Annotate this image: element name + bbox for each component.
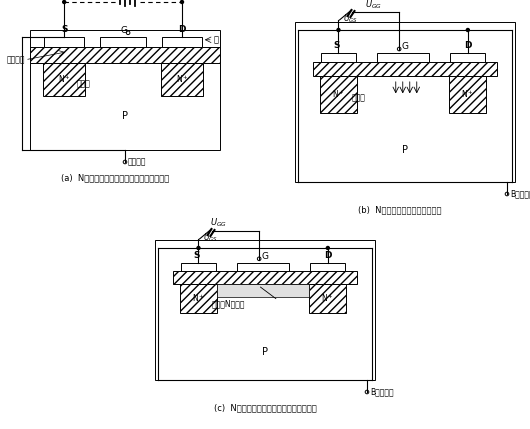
Bar	[321, 53, 356, 62]
Circle shape	[466, 28, 470, 31]
Bar	[100, 37, 146, 47]
Bar	[162, 37, 202, 47]
Bar	[311, 263, 346, 271]
Text: D: D	[324, 251, 332, 260]
Circle shape	[181, 0, 183, 3]
Text: N$^+$: N$^+$	[321, 293, 334, 304]
Text: N$^+$: N$^+$	[175, 74, 188, 85]
Bar	[161, 63, 203, 97]
Bar	[217, 284, 310, 297]
Text: 二氧化硅: 二氧化硅	[6, 55, 25, 64]
Text: G: G	[262, 252, 269, 261]
Bar	[377, 53, 429, 62]
Bar	[449, 76, 487, 113]
Bar	[173, 271, 357, 284]
Bar	[155, 240, 375, 380]
Text: 耗尽层N型沟道: 耗尽层N型沟道	[211, 300, 245, 309]
Bar	[237, 263, 289, 271]
Text: G: G	[402, 42, 409, 51]
Text: N$^+$: N$^+$	[462, 89, 474, 100]
Text: $U_{GS}$: $U_{GS}$	[203, 232, 218, 244]
Bar	[320, 76, 357, 113]
Bar	[43, 63, 85, 97]
Text: 铝: 铝	[214, 35, 219, 44]
Text: P: P	[122, 112, 128, 121]
Text: N$^+$: N$^+$	[332, 89, 345, 100]
Bar	[310, 284, 346, 313]
Text: $U_{GS}$: $U_{GS}$	[343, 13, 358, 25]
Bar	[181, 263, 216, 271]
Text: 衬底引线: 衬底引线	[128, 157, 146, 166]
Text: 耗尽层: 耗尽层	[352, 94, 366, 103]
Bar	[30, 30, 220, 150]
Text: B衬底引线: B衬底引线	[510, 190, 530, 199]
Text: (c)  N沟道增强型场效应管导电沟道的导通: (c) N沟道增强型场效应管导电沟道的导通	[214, 404, 316, 413]
Circle shape	[337, 28, 340, 31]
Bar	[30, 47, 220, 63]
Bar	[180, 284, 217, 313]
Text: G: G	[121, 26, 128, 35]
Text: S: S	[61, 25, 67, 34]
Circle shape	[63, 0, 66, 3]
Text: P: P	[262, 347, 268, 357]
Bar	[45, 37, 84, 47]
Text: (b)  N沟道增强型场效应管的电场: (b) N沟道增强型场效应管的电场	[358, 205, 441, 214]
Text: B衬底引线: B衬底引线	[370, 387, 394, 396]
Bar	[450, 53, 485, 62]
Bar	[295, 22, 515, 182]
Text: P: P	[402, 145, 408, 155]
Text: $U_{GG}$: $U_{GG}$	[365, 0, 382, 11]
Circle shape	[197, 247, 200, 250]
Text: (a)  N沟道增强型场效应管源极和衬底的联结: (a) N沟道增强型场效应管源极和衬底的联结	[61, 173, 170, 182]
Text: S: S	[333, 41, 340, 50]
Bar	[313, 62, 497, 76]
Text: N$^+$: N$^+$	[58, 74, 70, 85]
Text: D: D	[464, 41, 472, 50]
Text: S: S	[193, 251, 200, 260]
Text: N$^+$: N$^+$	[192, 293, 205, 304]
Text: D: D	[178, 25, 186, 34]
Text: $U_{GG}$: $U_{GG}$	[210, 217, 227, 229]
Circle shape	[326, 247, 329, 250]
Text: 耗尽层: 耗尽层	[76, 79, 90, 88]
